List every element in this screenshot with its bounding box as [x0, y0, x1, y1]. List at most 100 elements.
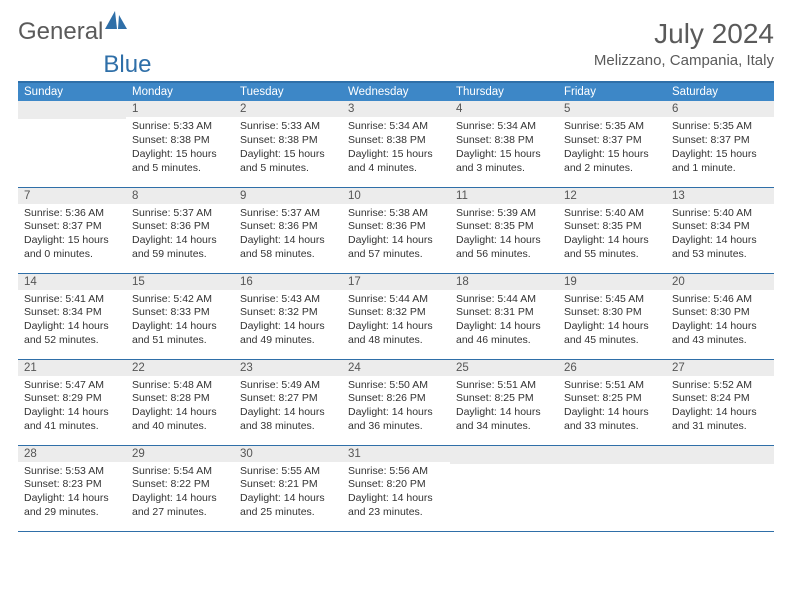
- daylight-text-1: Daylight: 14 hours: [564, 406, 660, 420]
- calendar-day-cell: 1Sunrise: 5:33 AMSunset: 8:38 PMDaylight…: [126, 101, 234, 187]
- sunset-text: Sunset: 8:36 PM: [240, 220, 336, 234]
- day-details: Sunrise: 5:49 AMSunset: 8:27 PMDaylight:…: [234, 376, 342, 438]
- daylight-text-1: Daylight: 14 hours: [240, 492, 336, 506]
- daylight-text-1: Daylight: 14 hours: [672, 406, 768, 420]
- sunset-text: Sunset: 8:38 PM: [456, 134, 552, 148]
- sunrise-text: Sunrise: 5:39 AM: [456, 207, 552, 221]
- day-details: Sunrise: 5:47 AMSunset: 8:29 PMDaylight:…: [18, 376, 126, 438]
- sunrise-text: Sunrise: 5:35 AM: [672, 120, 768, 134]
- daylight-text-2: and 49 minutes.: [240, 334, 336, 348]
- daylight-text-1: Daylight: 15 hours: [564, 148, 660, 162]
- daylight-text-1: Daylight: 15 hours: [672, 148, 768, 162]
- day-details: Sunrise: 5:36 AMSunset: 8:37 PMDaylight:…: [18, 204, 126, 266]
- day-details: Sunrise: 5:40 AMSunset: 8:34 PMDaylight:…: [666, 204, 774, 266]
- day-details: Sunrise: 5:37 AMSunset: 8:36 PMDaylight:…: [126, 204, 234, 266]
- day-details: Sunrise: 5:33 AMSunset: 8:38 PMDaylight:…: [126, 117, 234, 179]
- sunset-text: Sunset: 8:37 PM: [564, 134, 660, 148]
- calendar-day-cell: 28Sunrise: 5:53 AMSunset: 8:23 PMDayligh…: [18, 445, 126, 531]
- sunrise-text: Sunrise: 5:51 AM: [564, 379, 660, 393]
- daylight-text-1: Daylight: 14 hours: [456, 406, 552, 420]
- day-number: 5: [558, 101, 666, 117]
- sunrise-text: Sunrise: 5:44 AM: [348, 293, 444, 307]
- sunrise-text: Sunrise: 5:56 AM: [348, 465, 444, 479]
- calendar-day-cell: 21Sunrise: 5:47 AMSunset: 8:29 PMDayligh…: [18, 359, 126, 445]
- daylight-text-2: and 0 minutes.: [24, 248, 120, 262]
- daylight-text-2: and 46 minutes.: [456, 334, 552, 348]
- daylight-text-2: and 43 minutes.: [672, 334, 768, 348]
- day-number: 20: [666, 274, 774, 290]
- calendar-day-cell: 16Sunrise: 5:43 AMSunset: 8:32 PMDayligh…: [234, 273, 342, 359]
- daylight-text-2: and 27 minutes.: [132, 506, 228, 520]
- sunrise-text: Sunrise: 5:54 AM: [132, 465, 228, 479]
- weekday-header: Tuesday: [234, 82, 342, 101]
- sunrise-text: Sunrise: 5:38 AM: [348, 207, 444, 221]
- calendar-day-cell: 3Sunrise: 5:34 AMSunset: 8:38 PMDaylight…: [342, 101, 450, 187]
- weekday-header: Saturday: [666, 82, 774, 101]
- sunrise-text: Sunrise: 5:51 AM: [456, 379, 552, 393]
- day-details: Sunrise: 5:33 AMSunset: 8:38 PMDaylight:…: [234, 117, 342, 179]
- daylight-text-1: Daylight: 15 hours: [456, 148, 552, 162]
- daylight-text-2: and 55 minutes.: [564, 248, 660, 262]
- sunset-text: Sunset: 8:30 PM: [672, 306, 768, 320]
- daylight-text-1: Daylight: 15 hours: [240, 148, 336, 162]
- calendar-day-cell: 2Sunrise: 5:33 AMSunset: 8:38 PMDaylight…: [234, 101, 342, 187]
- daylight-text-2: and 5 minutes.: [132, 162, 228, 176]
- day-details: Sunrise: 5:51 AMSunset: 8:25 PMDaylight:…: [558, 376, 666, 438]
- sunset-text: Sunset: 8:28 PM: [132, 392, 228, 406]
- sunset-text: Sunset: 8:38 PM: [348, 134, 444, 148]
- sunrise-text: Sunrise: 5:34 AM: [456, 120, 552, 134]
- sunset-text: Sunset: 8:29 PM: [24, 392, 120, 406]
- weekday-header: Sunday: [18, 82, 126, 101]
- sunrise-text: Sunrise: 5:40 AM: [564, 207, 660, 221]
- sunrise-text: Sunrise: 5:34 AM: [348, 120, 444, 134]
- day-details: Sunrise: 5:44 AMSunset: 8:31 PMDaylight:…: [450, 290, 558, 352]
- day-number: 25: [450, 360, 558, 376]
- sunrise-text: Sunrise: 5:40 AM: [672, 207, 768, 221]
- sunrise-text: Sunrise: 5:35 AM: [564, 120, 660, 134]
- weekday-header: Thursday: [450, 82, 558, 101]
- day-details: Sunrise: 5:38 AMSunset: 8:36 PMDaylight:…: [342, 204, 450, 266]
- day-details: Sunrise: 5:41 AMSunset: 8:34 PMDaylight:…: [18, 290, 126, 352]
- daylight-text-2: and 53 minutes.: [672, 248, 768, 262]
- daylight-text-2: and 52 minutes.: [24, 334, 120, 348]
- sunrise-text: Sunrise: 5:36 AM: [24, 207, 120, 221]
- day-details: Sunrise: 5:34 AMSunset: 8:38 PMDaylight:…: [342, 117, 450, 179]
- title-month: July 2024: [594, 18, 774, 50]
- sunset-text: Sunset: 8:33 PM: [132, 306, 228, 320]
- day-number: [18, 101, 126, 119]
- calendar-day-cell: 12Sunrise: 5:40 AMSunset: 8:35 PMDayligh…: [558, 187, 666, 273]
- daylight-text-1: Daylight: 14 hours: [456, 320, 552, 334]
- day-number: 21: [18, 360, 126, 376]
- sunrise-text: Sunrise: 5:37 AM: [132, 207, 228, 221]
- sunset-text: Sunset: 8:23 PM: [24, 478, 120, 492]
- daylight-text-1: Daylight: 14 hours: [564, 320, 660, 334]
- daylight-text-2: and 1 minute.: [672, 162, 768, 176]
- day-details: Sunrise: 5:39 AMSunset: 8:35 PMDaylight:…: [450, 204, 558, 266]
- sunrise-text: Sunrise: 5:48 AM: [132, 379, 228, 393]
- calendar-day-cell: 6Sunrise: 5:35 AMSunset: 8:37 PMDaylight…: [666, 101, 774, 187]
- daylight-text-1: Daylight: 14 hours: [348, 406, 444, 420]
- calendar-day-cell: 25Sunrise: 5:51 AMSunset: 8:25 PMDayligh…: [450, 359, 558, 445]
- daylight-text-2: and 45 minutes.: [564, 334, 660, 348]
- day-details: Sunrise: 5:48 AMSunset: 8:28 PMDaylight:…: [126, 376, 234, 438]
- calendar-week-row: 7Sunrise: 5:36 AMSunset: 8:37 PMDaylight…: [18, 187, 774, 273]
- sunrise-text: Sunrise: 5:45 AM: [564, 293, 660, 307]
- daylight-text-1: Daylight: 15 hours: [24, 234, 120, 248]
- sunrise-text: Sunrise: 5:46 AM: [672, 293, 768, 307]
- sunrise-text: Sunrise: 5:42 AM: [132, 293, 228, 307]
- daylight-text-1: Daylight: 14 hours: [132, 406, 228, 420]
- daylight-text-1: Daylight: 14 hours: [132, 320, 228, 334]
- day-number: 13: [666, 188, 774, 204]
- sunrise-text: Sunrise: 5:43 AM: [240, 293, 336, 307]
- calendar-day-cell: 27Sunrise: 5:52 AMSunset: 8:24 PMDayligh…: [666, 359, 774, 445]
- sunset-text: Sunset: 8:36 PM: [132, 220, 228, 234]
- day-details: Sunrise: 5:37 AMSunset: 8:36 PMDaylight:…: [234, 204, 342, 266]
- day-number: 1: [126, 101, 234, 117]
- daylight-text-2: and 34 minutes.: [456, 420, 552, 434]
- calendar-week-row: 14Sunrise: 5:41 AMSunset: 8:34 PMDayligh…: [18, 273, 774, 359]
- day-details: Sunrise: 5:35 AMSunset: 8:37 PMDaylight:…: [666, 117, 774, 179]
- daylight-text-2: and 31 minutes.: [672, 420, 768, 434]
- daylight-text-1: Daylight: 14 hours: [24, 406, 120, 420]
- daylight-text-1: Daylight: 14 hours: [24, 320, 120, 334]
- day-number: 16: [234, 274, 342, 290]
